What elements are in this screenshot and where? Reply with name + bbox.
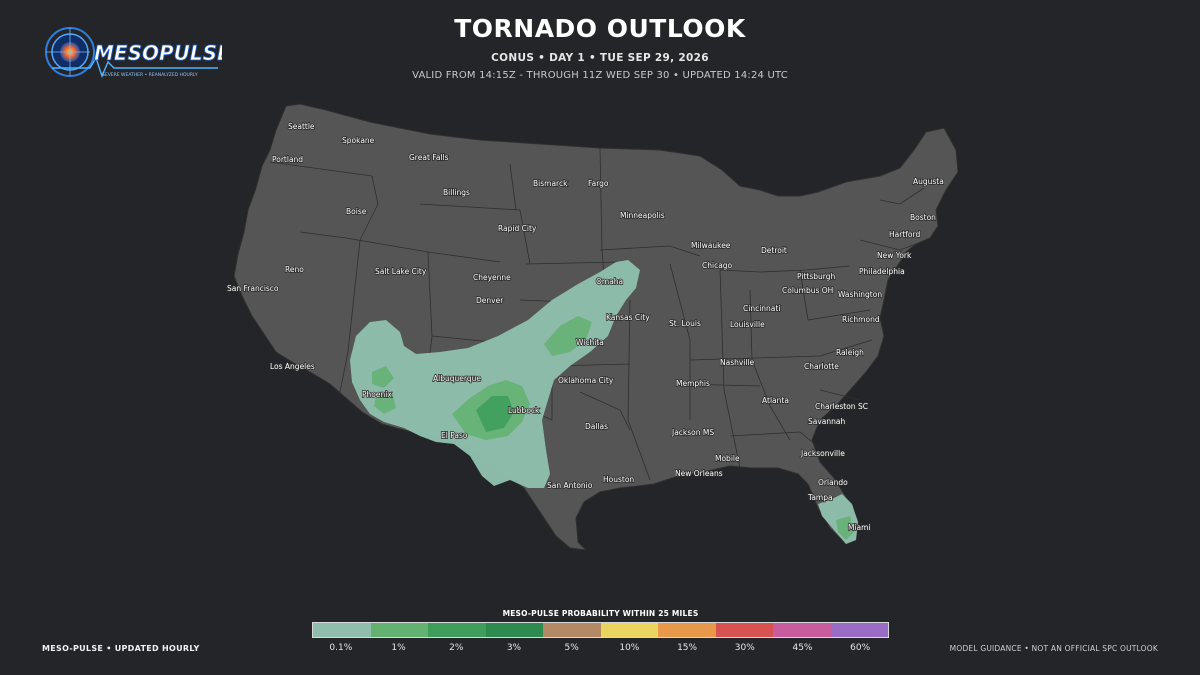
city-label: Cheyenne xyxy=(473,273,511,282)
city-label: Orlando xyxy=(818,478,848,487)
legend-title: MESO-PULSE PROBABILITY WITHIN 25 MILES xyxy=(502,609,699,618)
legend-swatch xyxy=(313,623,371,637)
prob-zone-1d xyxy=(374,392,396,414)
legend-swatch xyxy=(600,623,658,637)
prob-zone-1b xyxy=(544,316,592,356)
legend-label: 15% xyxy=(677,643,698,653)
city-label: Oklahoma City xyxy=(558,376,614,385)
city-label: Portland xyxy=(272,155,303,164)
city-label: Reno xyxy=(285,265,304,274)
legend-labels: 0.1% 1% 2% 3% 5% 10% 15% 30% 45% 60% xyxy=(312,643,889,653)
city-label: Louisville xyxy=(730,320,765,329)
footer-disclaimer: MODEL GUIDANCE • NOT AN OFFICIAL SPC OUT… xyxy=(949,644,1158,653)
legend-label: 2% xyxy=(449,643,464,653)
city-label: St. Louis xyxy=(669,319,701,328)
city-label: Washington xyxy=(838,290,882,299)
city-label: Charlotte xyxy=(804,362,839,371)
city-label: Hartford xyxy=(889,230,920,239)
city-label: Albuquerque xyxy=(433,374,481,383)
legend-label: 5% xyxy=(564,643,579,653)
city-label: Fargo xyxy=(588,179,609,188)
city-label: Lubbock xyxy=(508,406,540,415)
prob-zone-2 xyxy=(476,396,514,432)
city-label: Rapid City xyxy=(498,224,537,233)
city-label: San Antonio xyxy=(547,481,593,490)
city-label: Los Angeles xyxy=(270,362,315,371)
city-label: Jackson MS xyxy=(671,428,714,437)
city-label: Jacksonville xyxy=(800,449,845,458)
city-label: Tampa xyxy=(807,493,833,502)
city-label: Augusta xyxy=(913,177,944,186)
legend-label: 30% xyxy=(734,643,755,653)
prob-zone-1c xyxy=(372,366,394,388)
city-label: Phoenix xyxy=(362,390,392,399)
city-label: Mobile xyxy=(715,454,740,463)
legend-swatch xyxy=(428,623,486,637)
city-label: Houston xyxy=(603,475,634,484)
city-label: Kansas City xyxy=(606,313,650,322)
legend-swatch xyxy=(485,623,543,637)
mesopulse-logo: MESOPULSE SEVERE WEATHER • REANALYZED HO… xyxy=(42,26,231,82)
city-label: Charleston SC xyxy=(815,402,868,411)
city-label: Milwaukee xyxy=(691,241,731,250)
legend-label: 0.1% xyxy=(329,643,353,653)
city-label: Salt Lake City xyxy=(375,267,427,276)
city-label: Richmond xyxy=(842,315,880,324)
city-label: Bismarck xyxy=(533,179,568,188)
city-label: Atlanta xyxy=(762,396,789,405)
prob-zone-0.1 xyxy=(350,260,640,488)
logo-tagline: SEVERE WEATHER • REANALYZED HOURLY xyxy=(102,72,198,78)
page-title: TORNADO OUTLOOK xyxy=(454,14,746,43)
city-label: Miami xyxy=(848,523,871,532)
city-label: Great Falls xyxy=(409,153,449,162)
outlook-subtitle: CONUS • DAY 1 • TUE SEP 29, 2026 xyxy=(491,52,709,64)
legend-label: 60% xyxy=(850,643,871,653)
city-label: El Paso xyxy=(441,431,468,440)
city-label: Boston xyxy=(910,213,936,222)
city-label: Nashville xyxy=(720,358,755,367)
city-label: Minneapolis xyxy=(620,211,665,220)
city-label: New Orleans xyxy=(675,469,723,478)
city-label: Raleigh xyxy=(836,348,864,357)
validity-line: VALID FROM 14:15Z - THROUGH 11Z WED SEP … xyxy=(412,70,788,81)
logo-wordmark: MESOPULSE xyxy=(94,41,222,65)
city-label: Spokane xyxy=(342,136,375,145)
city-labels: Seattle Spokane Portland Great Falls Bil… xyxy=(226,121,944,533)
city-label: Savannah xyxy=(808,417,845,426)
legend-swatch xyxy=(370,623,428,637)
city-label: Philadelphia xyxy=(859,267,905,276)
city-label: Memphis xyxy=(676,379,710,388)
legend-label: 3% xyxy=(506,643,522,653)
legend-label: 1% xyxy=(391,643,406,653)
city-label: Boise xyxy=(346,207,367,216)
city-label: San Francisco xyxy=(227,284,279,293)
legend-swatch xyxy=(830,623,888,637)
legend-color-bar xyxy=(312,622,889,638)
city-label: Columbus OH xyxy=(782,286,833,295)
city-label: Detroit xyxy=(761,246,787,255)
logo-graphic: MESOPULSE SEVERE WEATHER • REANALYZED HO… xyxy=(45,27,231,78)
city-label: New York xyxy=(877,251,912,260)
legend-swatch xyxy=(658,623,716,637)
probability-zones xyxy=(350,260,858,544)
city-label: Pittsburgh xyxy=(797,272,835,281)
legend-swatch xyxy=(773,623,831,637)
city-label: Seattle xyxy=(288,122,315,131)
city-label: Cincinnati xyxy=(743,304,780,313)
legend-swatch xyxy=(715,623,773,637)
city-label: Denver xyxy=(476,296,504,305)
legend-label: 10% xyxy=(619,643,640,653)
city-label: Chicago xyxy=(702,261,733,270)
city-label: Omaha xyxy=(596,277,623,286)
city-label: Billings xyxy=(443,188,470,197)
footer-brand: MESO-PULSE • UPDATED HOURLY xyxy=(42,644,200,653)
city-label: Wichita xyxy=(576,338,604,347)
city-label: Dallas xyxy=(585,422,608,431)
conus-map: Seattle Spokane Portland Great Falls Bil… xyxy=(226,103,959,551)
legend-label: 45% xyxy=(792,643,813,653)
prob-zone-1e xyxy=(836,516,854,540)
legend-swatch xyxy=(543,623,601,637)
